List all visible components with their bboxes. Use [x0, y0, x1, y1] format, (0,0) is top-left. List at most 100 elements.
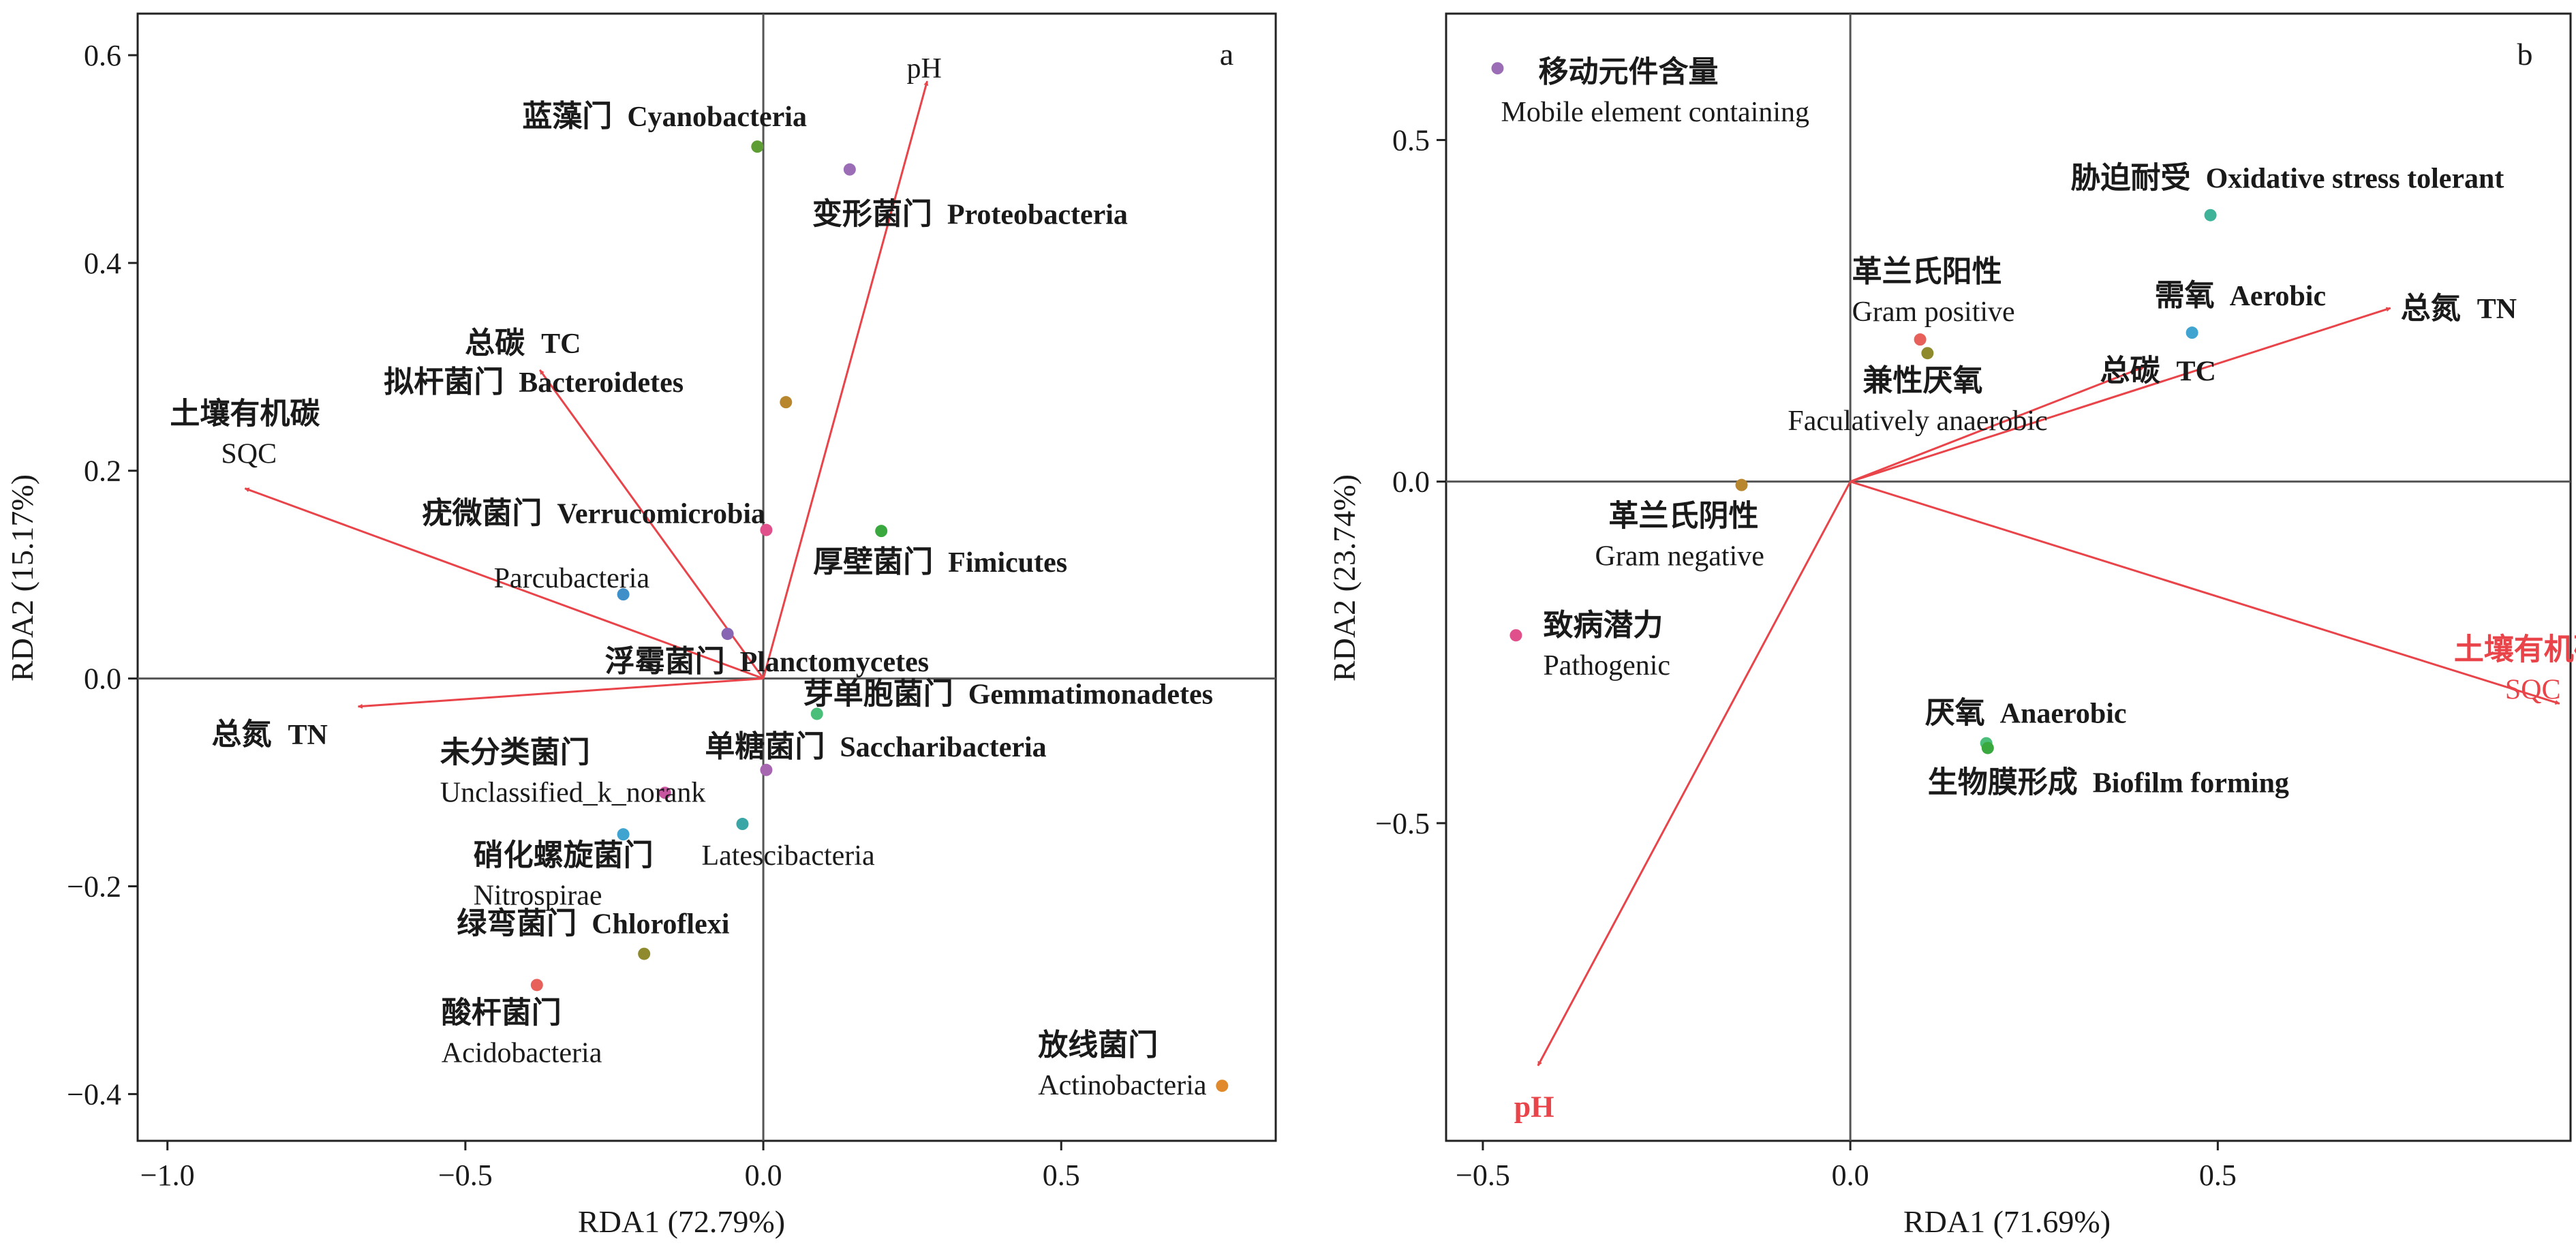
taxon-point	[1981, 741, 1994, 754]
arrow-label-en: TC	[541, 328, 581, 360]
y-tick-label: −0.5	[1375, 807, 1430, 840]
panel-a-frame	[136, 12, 1277, 1142]
taxon-point	[1921, 347, 1934, 360]
point-label-en: Anaerobic	[2000, 699, 2127, 730]
taxon-point	[1735, 478, 1748, 491]
y-tick-label: 0.5	[1392, 123, 1430, 157]
point-label-en: Actinobacteria	[1038, 1070, 1207, 1101]
y-tick-label: 0.0	[84, 662, 121, 696]
y-tick-label: −0.2	[67, 870, 121, 904]
panel-a-ylabel: RDA2 (15.17%)	[5, 474, 40, 681]
taxon-point	[617, 828, 630, 841]
taxon-point	[617, 588, 630, 601]
arrow-label-en: TN	[2477, 294, 2517, 325]
point-label-zh: 兼性厌氧	[1862, 364, 1982, 397]
x-tick-label: 0.5	[1043, 1159, 1080, 1192]
arrow-label: pH	[907, 53, 942, 85]
point-label-zh: 硝化螺旋菌门	[474, 838, 654, 872]
env-arrow	[1850, 480, 2560, 705]
panel-b-frame	[1445, 12, 2572, 1142]
taxon-point	[780, 396, 793, 409]
panel-b-points	[1491, 62, 2217, 754]
arrow-label: 总碳 TC	[2100, 354, 2216, 387]
point-label-zh: 革兰氏阴性	[1609, 500, 1759, 533]
arrow-label: pH	[1514, 1090, 1554, 1124]
panel-b-ylabel: RDA2 (23.74%)	[1327, 474, 1362, 681]
taxon-point	[2204, 209, 2217, 221]
point-label-en: Parcubacteria	[494, 563, 650, 594]
y-tick-label: 0.4	[84, 247, 121, 280]
taxon-point	[736, 818, 749, 831]
env-arrow	[244, 487, 764, 680]
point-label: 绿弯菌门 Chloroflexi	[457, 906, 730, 940]
point-label-en: Aerobic	[2230, 281, 2327, 312]
x-tick-label: −1.0	[140, 1159, 195, 1192]
x-tick-label: 0.0	[1832, 1159, 1869, 1192]
taxon-point	[721, 628, 734, 641]
taxon-point	[810, 707, 823, 720]
taxon-point	[2186, 326, 2198, 339]
point-label-en: Gemmatimonadetes	[968, 679, 1213, 710]
point-label-en: Nitrospirae	[474, 880, 602, 911]
taxon-point	[638, 947, 651, 960]
panel-b-letter: b	[2517, 37, 2533, 72]
point-label-en: Fimicutes	[948, 547, 1067, 579]
panel-b-ticks: −0.5 0.0 0.5 −0.5 0.0 0.5	[1375, 123, 2237, 1192]
x-tick-label: 0.5	[2199, 1159, 2237, 1192]
panel-b-xlabel: RDA1 (71.69%)	[1903, 1204, 2111, 1239]
arrow-label-en: SQC	[2505, 674, 2561, 705]
taxon-point	[658, 786, 671, 799]
point-label-en: Bacteroidetes	[519, 367, 684, 399]
arrow-label-en: TC	[2177, 356, 2216, 387]
y-tick-label: 0.6	[84, 39, 121, 72]
panel-b-zero-lines	[1446, 14, 2571, 1141]
point-label-en: Unclassified_k_norank	[440, 777, 706, 808]
point-label-en: Biofilm forming	[2093, 768, 2289, 799]
point-label: 胁迫耐受 Oxidative stress tolerant	[2071, 162, 2504, 195]
taxon-point	[1491, 62, 1504, 75]
x-tick-label: −0.5	[1456, 1159, 1510, 1192]
point-label: 浮霉菌门 Planctomycetes	[605, 645, 930, 678]
taxon-point	[751, 140, 764, 153]
taxon-point	[875, 525, 888, 538]
point-label-en: Verrucomicrobia	[557, 499, 765, 530]
point-label-en: Acidobacteria	[442, 1037, 602, 1069]
point-label: 生物膜形成 Biofilm forming	[1928, 766, 2289, 799]
y-tick-label: 0.2	[84, 455, 121, 488]
env-arrow	[1850, 365, 2145, 483]
panel-b-arrows	[1537, 307, 2560, 1067]
point-label-en: Pathogenic	[1543, 650, 1670, 681]
point-label-zh: 革兰氏阳性	[1852, 255, 2002, 288]
panel-a-letter: a	[1220, 37, 1233, 72]
point-label-zh: 放线菌门	[1038, 1028, 1158, 1062]
arrow-label: 总碳 TC	[465, 326, 581, 360]
point-label-en: Cyanobacteria	[627, 102, 807, 133]
taxon-point	[1216, 1079, 1229, 1092]
arrow-label-zh: 土壤有机碳	[2454, 632, 2576, 666]
point-label-zh: 酸杆菌门	[442, 996, 562, 1029]
panel-a-zero-lines	[138, 14, 1276, 1141]
point-label-zh: 未分类菌门	[440, 735, 590, 769]
panel-a-ticks: −1.0 −0.5 0.0 0.5 −0.4 −0.2 0.0 0.2 0.4 0.6	[67, 39, 1080, 1192]
point-label-en: Faculatively anaerobic	[1788, 405, 2047, 437]
point-label-en: Proteobacteria	[947, 200, 1128, 231]
point-label-en: Planctomycetes	[740, 647, 930, 678]
point-label-en: Gram positive	[1852, 296, 2015, 328]
point-label: 拟杆菌门 Bacteroidetes	[384, 365, 684, 399]
x-tick-label: −0.5	[438, 1159, 493, 1192]
taxon-point	[1509, 629, 1522, 642]
taxon-point	[843, 163, 856, 176]
point-label-en: Oxidative stress tolerant	[2206, 164, 2504, 195]
env-arrow	[1850, 307, 2391, 483]
point-label-en: Latescibacteria	[701, 840, 875, 872]
x-tick-label: 0.0	[745, 1159, 782, 1192]
taxon-point	[760, 763, 773, 776]
arrow-label: 总氮 TN	[2401, 292, 2517, 325]
point-label-zh: 致病潜力	[1543, 609, 1663, 642]
arrow-label-en: TN	[288, 720, 328, 751]
point-label: 蓝藻门 Cyanobacteria	[522, 99, 807, 133]
point-label: 厌氧 Anaerobic	[1925, 696, 2127, 730]
